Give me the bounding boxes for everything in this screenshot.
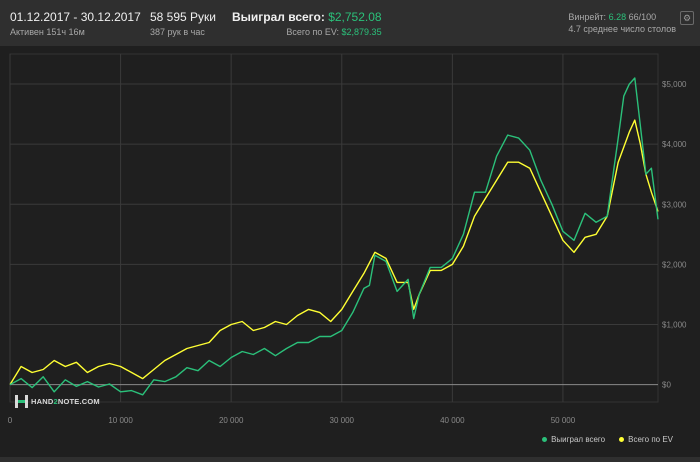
date-block: 01.12.2017 - 30.12.2017 Активен 151ч 16м [10,10,141,38]
active-time: Активен 151ч 16м [10,27,85,37]
series-line-won [9,77,659,396]
x-tick-label: 40 000 [440,416,465,425]
y-tick-label: $3,000 [662,200,687,209]
avg-tables: 4.7 среднее число столов [568,24,676,34]
chart-legend: Выиграл всего Всего по EV [528,435,673,444]
legend-dot-icon [619,437,625,442]
series-layer [9,77,659,396]
y-tick-label: $5,000 [662,80,687,89]
legend-label-ev: Всего по EV [628,435,673,444]
axis-layer: 0 10 000 20 000 30 000 40 000 50 000 $0 $1,000 $… [8,80,687,425]
ev-total-value: $2,879.35 [341,27,382,37]
x-tick-label: 0 [8,416,13,425]
grid-layer [9,53,659,403]
x-tick-label: 30 000 [330,416,355,425]
winrate: Винрейт: 6.28 66/100 [568,11,676,23]
hand2note-logo: HAND2NOTE.COM [15,394,100,408]
ev-total: Всего по EV: $2,879.35 [232,27,382,38]
winrate-denominator: 66/100 [626,12,657,22]
profit-chart: 0 10 000 20 000 30 000 40 000 50 000 $0 $1,000 $… [0,46,700,457]
hand2note-logo-text: HAND2NOTE.COM [31,396,100,406]
winrate-value: 6.28 [608,12,627,22]
legend-item-ev[interactable]: Всего по EV [619,435,673,444]
legend-item-won[interactable]: Выиграл всего [542,435,605,444]
stats-header: 01.12.2017 - 30.12.2017 Активен 151ч 16м… [0,0,700,46]
winrate-label: Винрейт: [568,12,609,22]
x-tick-label: 20 000 [219,416,244,425]
won-total-value: $2,752.08 [328,10,382,24]
won-block: Выиграл всего: $2,752.08 Всего по EV: $2… [232,10,382,38]
x-tick-label: 10 000 [108,416,133,425]
series-line-ev [9,119,659,385]
y-tick-label: $0 [662,381,671,390]
hands-per-hour: 387 рук в час [150,27,205,37]
won-total: Выиграл всего: $2,752.08 [232,10,382,24]
hands-total: 58 595 Руки [150,10,216,24]
y-tick-label: $1,000 [662,320,687,329]
date-range: 01.12.2017 - 30.12.2017 [10,10,141,24]
legend-dot-icon [542,437,548,442]
hands-block: 58 595 Руки 387 рук в час [150,10,216,38]
legend-label-won: Выиграл всего [551,435,606,444]
won-total-label: Выиграл всего: [232,10,329,24]
ev-total-label: Всего по EV: [286,27,342,37]
winrate-block: Винрейт: 6.28 66/100 4.7 среднее число с… [568,11,676,35]
y-tick-label: $4,000 [662,140,687,149]
y-tick-label: $2,000 [662,260,687,269]
gear-icon[interactable]: ⚙ [680,11,694,25]
x-tick-label: 50 000 [551,416,576,425]
hand2note-logo-icon [15,394,28,408]
chart-svg: 0 10 000 20 000 30 000 40 000 50 000 $0 $1,000 $… [8,53,687,425]
